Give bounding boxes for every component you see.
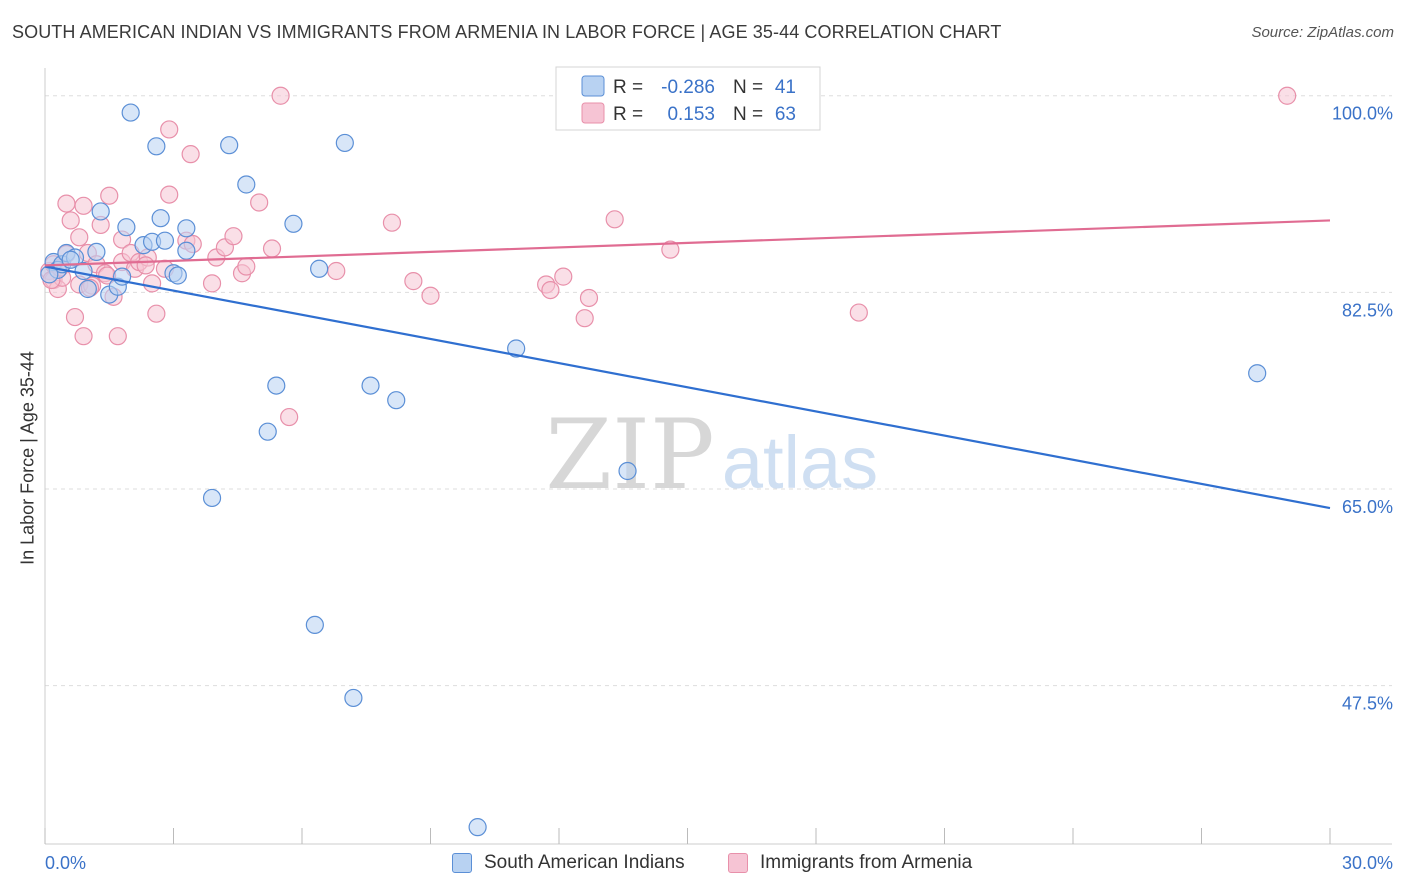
y-tick-labels: 100.0% 82.5% 65.0% 47.5% xyxy=(1332,104,1393,714)
watermark-zip: ZIP xyxy=(545,399,714,511)
pink-point xyxy=(404,272,423,291)
blue-point xyxy=(1248,364,1267,383)
y-tick-label: 100.0% xyxy=(1332,104,1393,124)
trend-lines xyxy=(44,219,1331,510)
blue-point xyxy=(220,136,239,155)
y-tick-label: 47.5% xyxy=(1342,694,1393,714)
trend-line-immigrants-from-armenia xyxy=(44,219,1331,267)
blue-point xyxy=(267,376,286,395)
stats-legend: R = -0.286 N = 41 R = 0.153 N = 63 xyxy=(555,66,821,131)
pink-point xyxy=(74,327,93,346)
pink-point xyxy=(237,257,256,276)
pink-point xyxy=(280,407,299,427)
stats-legend-r-label-1: R = xyxy=(613,77,643,98)
blue-point xyxy=(284,214,303,233)
pink-point xyxy=(262,239,282,258)
blue-point xyxy=(305,615,324,635)
stats-legend-n-label-1: N = xyxy=(733,77,763,98)
pink-point xyxy=(1278,86,1297,105)
pink-point xyxy=(142,274,162,293)
chart-title: SOUTH AMERICAN INDIAN VS IMMIGRANTS FROM… xyxy=(12,22,1002,42)
pink-point xyxy=(327,261,346,281)
legend-label-immigrants-from-armenia: Immigrants from Armenia xyxy=(760,852,973,873)
blue-point xyxy=(387,391,406,410)
pink-point xyxy=(605,210,624,229)
pink-point xyxy=(661,240,680,259)
stats-legend-n-value-2: 63 xyxy=(775,104,796,125)
pink-point xyxy=(160,185,179,204)
pink-point xyxy=(554,267,573,286)
blue-point xyxy=(310,259,329,278)
legend-swatch-blue xyxy=(452,853,472,873)
stats-legend-n-label-2: N = xyxy=(733,104,763,125)
blue-point xyxy=(177,219,196,238)
pink-point xyxy=(579,288,599,308)
blue-point xyxy=(168,266,187,285)
source-label: Source: ZipAtlas.com xyxy=(1251,24,1394,41)
pink-point xyxy=(181,145,200,164)
y-tick-label: 65.0% xyxy=(1342,497,1393,517)
blue-point xyxy=(155,231,175,250)
pink-point xyxy=(57,194,76,213)
pink-point xyxy=(147,304,166,323)
blue-point xyxy=(344,688,363,708)
blue-point xyxy=(618,461,637,481)
pink-point xyxy=(382,213,402,232)
blue-point xyxy=(258,422,277,441)
pink-point xyxy=(108,327,127,346)
series-legend: South American Indians Immigrants from A… xyxy=(0,852,1406,878)
y-tick-label: 82.5% xyxy=(1342,300,1393,320)
legend-label-south-american-indians: South American Indians xyxy=(484,852,685,873)
axes xyxy=(44,68,1392,845)
pink-point xyxy=(250,193,269,212)
x-tick-label: 0.0% xyxy=(45,853,86,873)
blue-point xyxy=(237,175,256,194)
legend-item-immigrants-from-armenia: Immigrants from Armenia xyxy=(728,852,972,874)
blue-point xyxy=(117,218,136,237)
x-tick-label: 30.0% xyxy=(1342,853,1393,873)
trend-line-south-american-indians xyxy=(44,265,1331,510)
blue-point xyxy=(335,133,354,153)
blue-point xyxy=(468,818,487,837)
pink-point xyxy=(160,120,179,139)
watermark-atlas: atlas xyxy=(722,421,878,504)
blue-point xyxy=(147,137,166,156)
stats-legend-n-value-1: 41 xyxy=(775,77,796,98)
blue-point xyxy=(177,241,196,260)
pink-point xyxy=(224,227,243,246)
blue-point xyxy=(91,202,110,221)
watermark: ZIP atlas xyxy=(545,399,878,511)
pink-point xyxy=(575,309,594,328)
blue-point xyxy=(507,339,526,358)
stats-legend-r-label-2: R = xyxy=(613,104,643,125)
pink-point xyxy=(100,186,119,205)
blue-point xyxy=(151,209,170,228)
blue-point xyxy=(361,376,380,395)
stats-legend-pink-swatch xyxy=(581,102,605,124)
pink-point xyxy=(541,281,560,300)
pink-point xyxy=(61,211,80,230)
pink-point xyxy=(271,86,290,105)
stats-legend-r-value-2: 0.153 xyxy=(667,104,715,125)
legend-swatch-pink xyxy=(728,853,748,873)
pink-point xyxy=(70,228,89,247)
pink-point xyxy=(202,274,222,293)
pink-point xyxy=(74,196,93,215)
blue-point xyxy=(78,279,97,299)
pink-point xyxy=(849,303,868,322)
pink-point xyxy=(65,307,85,327)
blue-point xyxy=(87,242,106,261)
blue-point xyxy=(202,488,222,508)
pink-point xyxy=(421,286,440,305)
pink-point xyxy=(136,256,155,275)
y-axis-title: In Labor Force | Age 35-44 xyxy=(17,351,38,565)
blue-point xyxy=(121,103,140,122)
stats-legend-blue-swatch xyxy=(581,75,605,97)
legend-item-south-american-indians: South American Indians xyxy=(452,852,685,874)
x-tick-labels: 0.0% 30.0% xyxy=(45,853,1393,873)
stats-legend-r-value-1: -0.286 xyxy=(661,77,715,98)
